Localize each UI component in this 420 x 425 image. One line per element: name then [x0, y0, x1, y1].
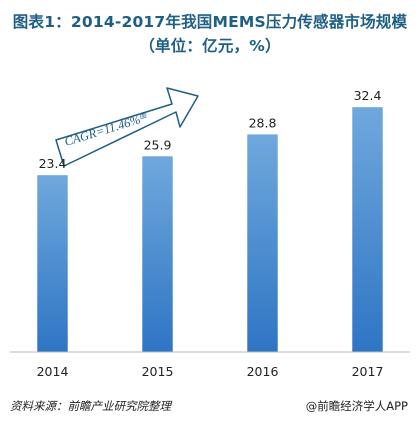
data-label-2017: 32.4 [354, 88, 382, 103]
bar-2014 [37, 175, 68, 352]
bar-2015 [142, 156, 173, 352]
cagr-arrow-icon [55, 87, 199, 167]
data-label-2016: 28.8 [249, 115, 277, 130]
bar-2016 [247, 134, 278, 352]
data-source: 资料来源：前瞻产业研究院整理 [10, 399, 171, 413]
chart-title: 图表1：2014-2017年我国MEMS压力传感器市场规模 [12, 13, 408, 31]
data-label-2014: 23.4 [39, 156, 67, 171]
brand-credit: @前瞻经济学人APP [305, 399, 408, 413]
x-tick-2017: 2017 [352, 364, 384, 379]
bar-2017 [352, 107, 383, 352]
x-tick-2015: 2015 [142, 364, 174, 379]
x-tick-2014: 2014 [37, 364, 69, 379]
x-tick-2016: 2016 [247, 364, 279, 379]
cagr-annotation: CAGR=11.46%图 [55, 87, 199, 167]
chart-subtitle: （单位：亿元，%） [139, 37, 281, 55]
data-label-2015: 25.9 [144, 137, 172, 152]
